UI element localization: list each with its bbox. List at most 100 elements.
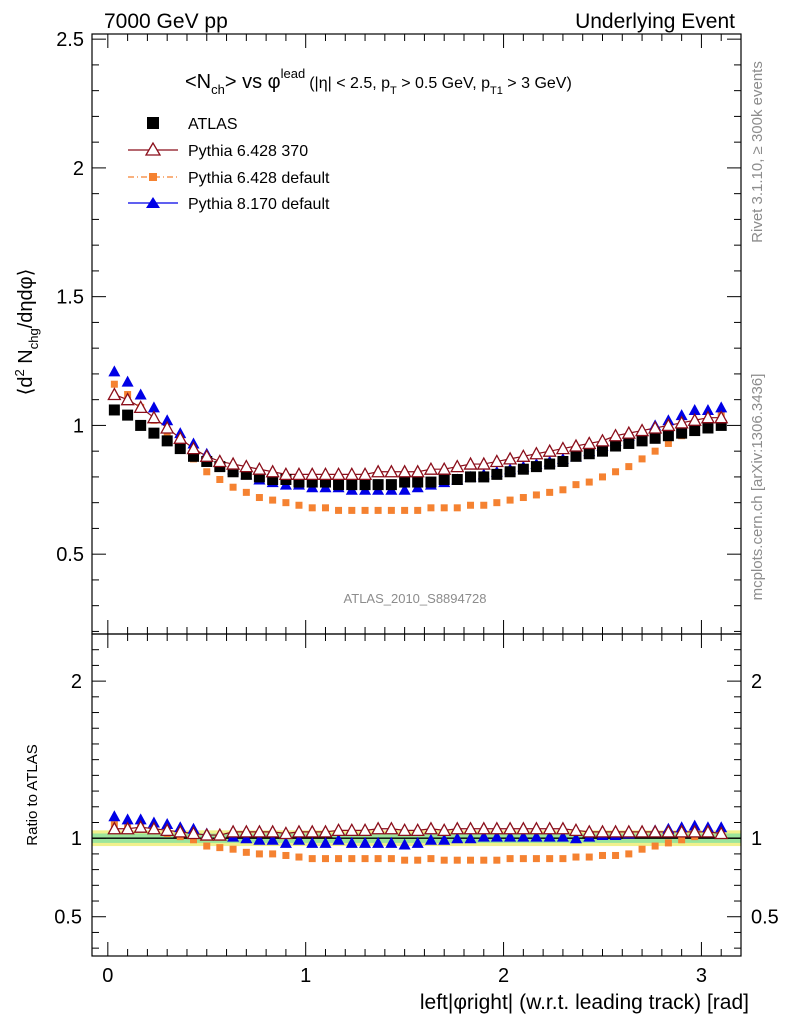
data-point (532, 491, 540, 499)
ratio-point (608, 824, 623, 838)
ratio-point (530, 830, 543, 842)
data-point (293, 476, 305, 488)
ratio-point (467, 856, 475, 864)
data-point (305, 466, 320, 480)
ratio-point (572, 853, 580, 861)
ratio-point (440, 856, 448, 864)
ratio-point (648, 824, 663, 838)
ratio-point (519, 855, 527, 863)
ratio-point (242, 848, 250, 856)
data-point (662, 430, 674, 442)
ratio-point (664, 839, 672, 847)
ratio-point (199, 827, 214, 841)
data-point (595, 433, 610, 447)
data-point (612, 468, 620, 476)
data-point (701, 403, 714, 415)
data-point (318, 466, 333, 480)
data-point (414, 506, 422, 514)
ratio-point (318, 824, 333, 838)
data-point (225, 456, 241, 470)
data-point (649, 432, 661, 444)
data-point (610, 440, 622, 452)
data-point (664, 439, 672, 447)
ratio-point (357, 822, 373, 836)
data-point (188, 450, 200, 462)
ratio-point (387, 855, 395, 863)
data-point (559, 486, 567, 494)
ratio-point (372, 836, 385, 848)
data-point (269, 496, 277, 504)
data-point (423, 461, 439, 475)
data-point (108, 365, 121, 377)
data-point (688, 403, 701, 415)
ratio-point (661, 824, 676, 838)
data-point (493, 499, 501, 507)
ratio-point (345, 836, 358, 848)
ratio-point (651, 842, 659, 850)
data-point (308, 504, 316, 512)
y-tick-label: 2 (73, 158, 84, 180)
ratio-plot-data (107, 810, 729, 864)
ratio-point (291, 824, 307, 838)
ratio-point (424, 833, 437, 845)
data-point (229, 483, 237, 491)
data-point (121, 375, 134, 387)
ratio-point (621, 824, 636, 838)
data-point (410, 464, 425, 478)
data-point (291, 466, 307, 480)
ratio-point (239, 824, 254, 838)
ratio-point (559, 855, 567, 863)
ratio-point (266, 833, 279, 845)
ratio-point (556, 830, 569, 842)
data-point (321, 504, 329, 512)
data-point (399, 476, 411, 488)
data-point (480, 501, 488, 509)
ratio-point (516, 821, 531, 835)
x-tick-label: 2 (498, 965, 509, 987)
data-point (385, 479, 397, 491)
data-point (437, 461, 452, 475)
y-tick-label: 2.5 (56, 29, 84, 51)
ratio-y-axis-label: Ratio to ATLAS (24, 744, 41, 845)
data-point (489, 454, 504, 468)
data-point (242, 488, 250, 496)
data-point (107, 387, 122, 401)
ratio-point (108, 810, 121, 822)
axis-ticks: 0 1 2 3 0.5 1 1.5 2 2.5 0.5 0.5 1 1 2 2 (54, 29, 779, 987)
data-point (504, 466, 516, 478)
ratio-point (331, 822, 346, 836)
data-point (255, 494, 263, 502)
data-point (623, 437, 635, 449)
data-point (344, 466, 359, 480)
data-point (146, 410, 162, 424)
ratio-point (423, 821, 439, 835)
ratio-point (321, 855, 329, 863)
data-point (572, 481, 580, 489)
ratio-point (410, 822, 425, 836)
ratio-point (437, 822, 452, 836)
data-point (544, 458, 556, 470)
data-point (110, 380, 118, 388)
data-point (651, 447, 659, 455)
data-point (702, 422, 714, 434)
data-point (401, 506, 409, 514)
plot-title: <Nch> vs φlead(|η| < 2.5, pT > 0.5 GeV, … (185, 66, 572, 97)
ratio-point (529, 821, 544, 835)
x-tick-label: 0 (102, 965, 113, 987)
ratio-point (678, 836, 686, 844)
data-point (661, 418, 676, 432)
data-point (282, 499, 290, 507)
data-point (700, 410, 716, 424)
ratio-y-tick-label-right: 1 (751, 828, 762, 850)
data-point (387, 506, 395, 514)
ratio-point (638, 845, 646, 853)
data-point (161, 435, 173, 447)
main-plot-data (107, 365, 729, 514)
data-point (636, 435, 648, 447)
data-point (715, 401, 728, 413)
ratio-point (480, 856, 488, 864)
data-point (384, 464, 399, 478)
ratio-point (265, 824, 280, 838)
ratio-point (477, 830, 490, 842)
data-point (398, 483, 411, 495)
